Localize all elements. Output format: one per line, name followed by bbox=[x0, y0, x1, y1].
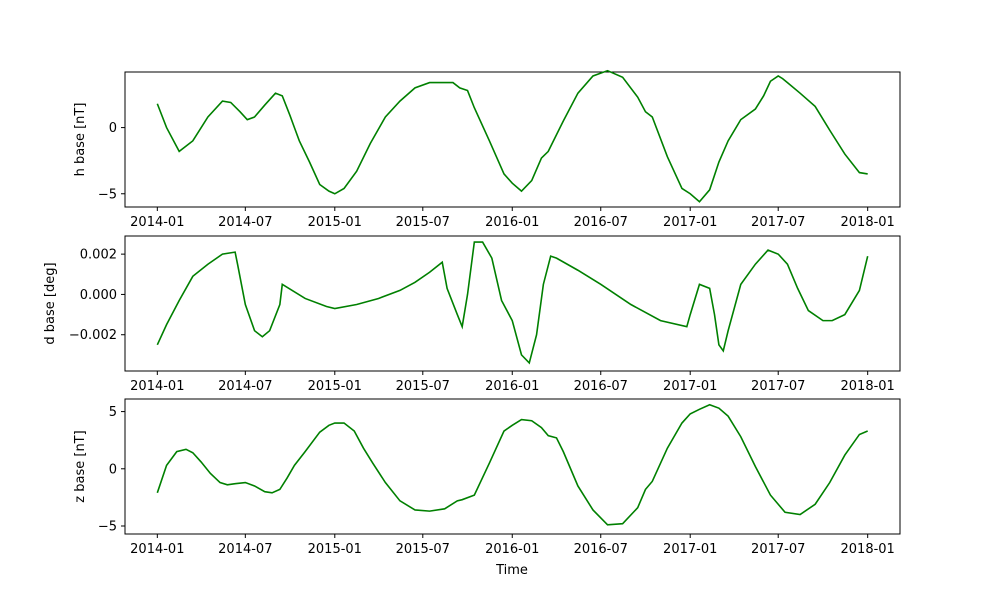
y-tick-label: 5 bbox=[109, 405, 117, 420]
x-tick-label: 2016-07 bbox=[574, 379, 628, 394]
x-tick-label: 2017-01 bbox=[663, 215, 717, 230]
x-tick-label: 2015-07 bbox=[396, 542, 450, 557]
y-ticks: −5 0 5 bbox=[98, 405, 125, 534]
x-ticks: 2014-01 2014-07 2015-01 2015-07 2016-01 2016-… bbox=[130, 534, 895, 557]
x-ticks: 2014-01 2014-07 2015-01 2015-07 2016-01 2016-… bbox=[130, 207, 895, 230]
y-tick-label: −5 bbox=[98, 187, 117, 202]
x-tick-label: 2014-07 bbox=[218, 542, 272, 557]
x-tick-label: 2015-01 bbox=[308, 542, 362, 557]
y-tick-label: 0.002 bbox=[80, 248, 117, 263]
data-line bbox=[156, 69, 868, 203]
subplot-d-base: 2014-01 2014-07 2015-01 2015-07 2016-01 2016-… bbox=[43, 235, 901, 394]
y-tick-label: 0 bbox=[109, 462, 117, 477]
y-tick-label: 0 bbox=[109, 121, 117, 136]
x-tick-label: 2017-01 bbox=[663, 542, 717, 557]
y-tick-label: −0.002 bbox=[69, 328, 117, 343]
x-tick-label: 2014-01 bbox=[130, 379, 184, 394]
x-tick-label: 2018-01 bbox=[841, 379, 895, 394]
x-tick-label: 2014-07 bbox=[218, 379, 272, 394]
y-ticks: −5 0 bbox=[98, 121, 125, 202]
x-tick-label: 2018-01 bbox=[841, 215, 895, 230]
x-ticks: 2014-01 2014-07 2015-01 2015-07 2016-01 2016-… bbox=[130, 371, 895, 394]
x-tick-label: 2017-07 bbox=[751, 215, 805, 230]
y-ticks: −0.002 0.000 0.002 bbox=[69, 248, 125, 343]
x-tick-label: 2017-01 bbox=[663, 379, 717, 394]
x-tick-label: 2016-01 bbox=[485, 379, 539, 394]
y-tick-label: −5 bbox=[98, 519, 117, 534]
x-tick-label: 2015-07 bbox=[396, 215, 450, 230]
y-tick-label: 0.000 bbox=[80, 288, 117, 303]
x-tick-label: 2015-07 bbox=[396, 379, 450, 394]
data-line bbox=[156, 403, 868, 526]
x-tick-label: 2018-01 bbox=[841, 542, 895, 557]
x-tick-label: 2016-01 bbox=[485, 542, 539, 557]
x-tick-label: 2016-01 bbox=[485, 215, 539, 230]
data-line bbox=[156, 241, 869, 365]
x-tick-label: 2014-07 bbox=[218, 215, 272, 230]
x-tick-label: 2016-07 bbox=[574, 215, 628, 230]
x-tick-label: 2014-01 bbox=[130, 215, 184, 230]
y-axis-label: z base [nT] bbox=[73, 430, 88, 502]
subplot-h-base: 2014-01 2014-07 2015-01 2015-07 2016-01 2016-… bbox=[73, 69, 901, 230]
x-axis-label: Time bbox=[495, 563, 528, 578]
x-tick-label: 2016-07 bbox=[574, 542, 628, 557]
x-tick-label: 2015-01 bbox=[308, 379, 362, 394]
subplot-z-base: 2014-01 2014-07 2015-01 2015-07 2016-01 2016-… bbox=[73, 398, 901, 578]
x-tick-label: 2014-01 bbox=[130, 542, 184, 557]
y-axis-label: d base [deg] bbox=[43, 262, 58, 344]
x-tick-label: 2017-07 bbox=[751, 379, 805, 394]
x-tick-label: 2015-01 bbox=[308, 215, 362, 230]
x-tick-label: 2017-07 bbox=[751, 542, 805, 557]
y-axis-label: h base [nT] bbox=[73, 103, 88, 177]
